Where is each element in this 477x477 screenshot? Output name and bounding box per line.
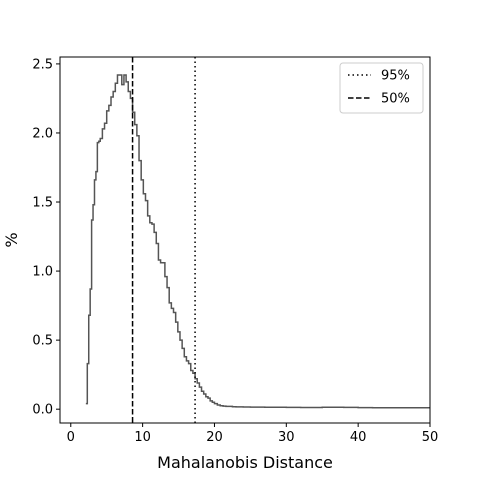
y-tick-label: 1.5 — [32, 196, 53, 211]
y-tick-label: 0.0 — [32, 403, 53, 418]
legend-label: 95% — [381, 69, 410, 84]
y-tick-label: 2.0 — [32, 126, 53, 141]
y-tick-label: 0.5 — [32, 334, 53, 349]
x-tick-label: 40 — [350, 430, 367, 445]
y-tick-label: 2.5 — [32, 57, 53, 72]
legend-label: 50% — [381, 92, 410, 107]
axes-frame — [59, 56, 431, 424]
plot-area — [85, 57, 430, 423]
series-line-0 — [85, 74, 430, 409]
x-tick-label: 50 — [422, 430, 439, 445]
x-tick-label: 10 — [134, 430, 151, 445]
x-axis-label: Mahalanobis Distance — [157, 453, 333, 472]
legend: 95% 50% — [339, 62, 424, 114]
x-tick-label: 0 — [67, 430, 75, 445]
plot-content — [85, 57, 430, 423]
y-tick-label: 1.0 — [32, 265, 53, 280]
tick-layer: 0 10 20 30 40 50 0.0 0.5 1.0 1.5 2.0 2.5 — [32, 57, 438, 445]
y-axis-label: % — [2, 232, 21, 247]
x-tick-label: 20 — [206, 430, 223, 445]
x-tick-label: 30 — [278, 430, 295, 445]
legend-box — [339, 62, 424, 114]
